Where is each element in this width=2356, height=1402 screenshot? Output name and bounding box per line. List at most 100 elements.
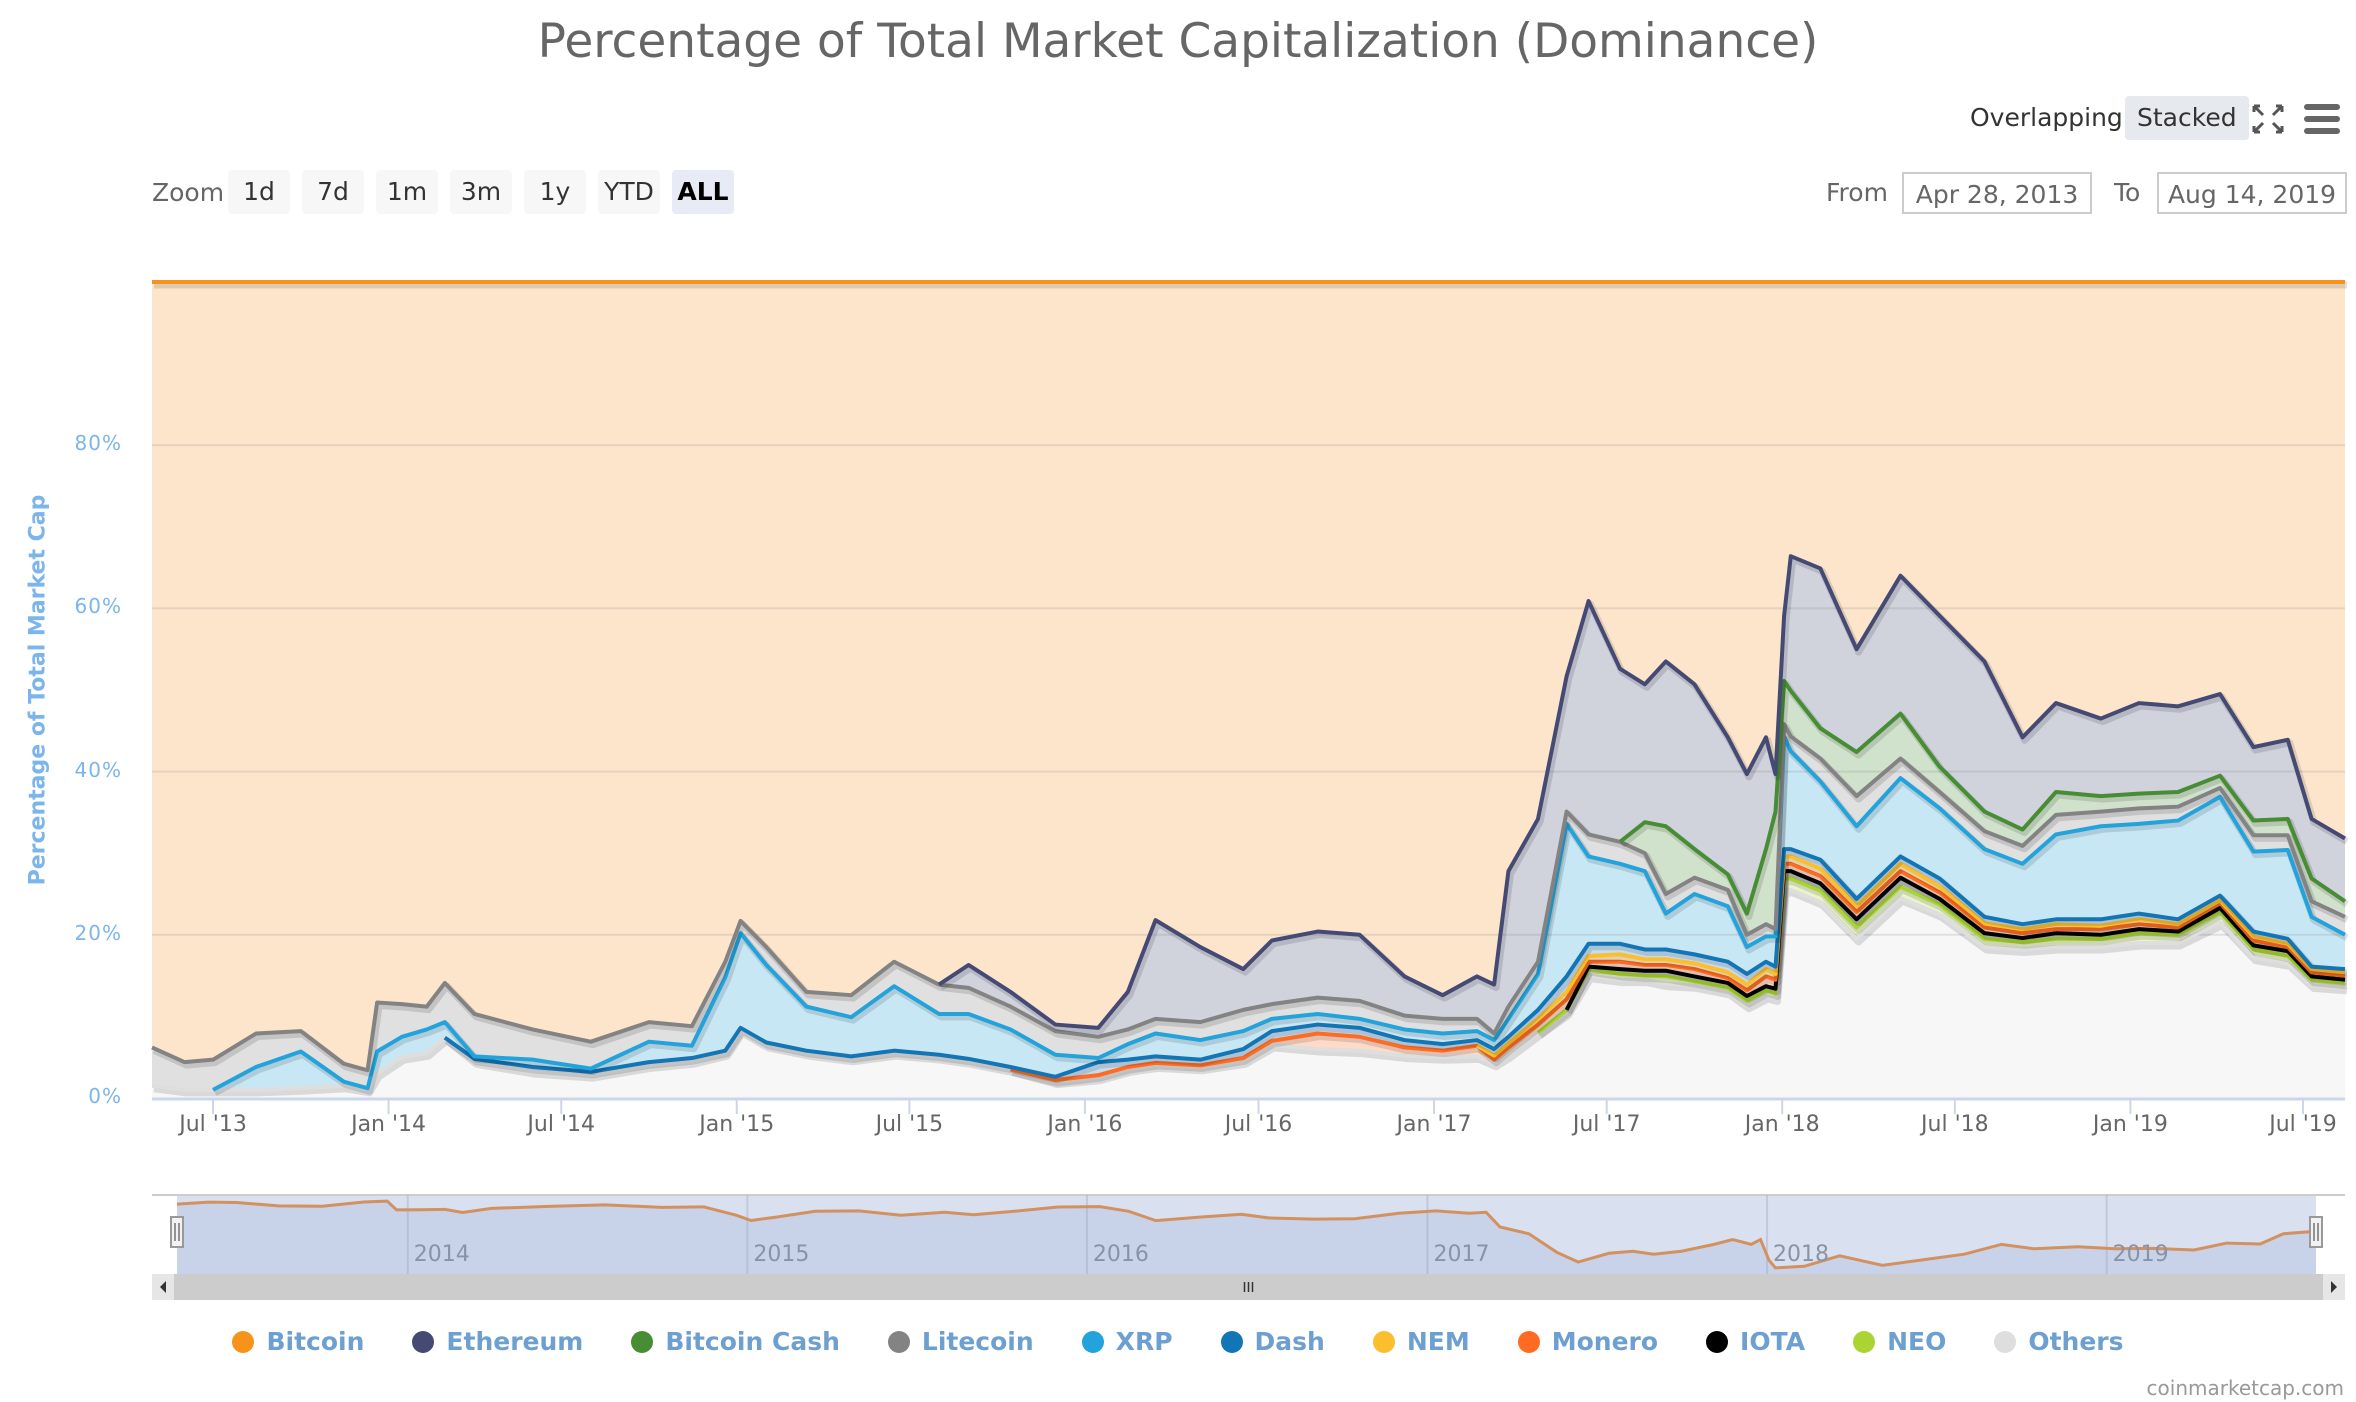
scroll-right-arrow-icon (2331, 1281, 2337, 1293)
line-shadow-dash (444, 848, 2348, 1084)
line-neo (1536, 876, 2346, 1035)
y-tick-label: 80% (74, 431, 122, 456)
area-ethereum (152, 556, 2345, 1071)
chart-title: Percentage of Total Market Capitalizatio… (537, 14, 1819, 69)
navigator-year-label: 2014 (413, 1242, 470, 1267)
line-bitcoin-cash (1618, 679, 2347, 916)
legend-label: Litecoin (921, 1327, 1034, 1356)
line-iota (1564, 869, 2346, 1011)
line-nem (1475, 854, 2346, 1058)
legend-item-others[interactable]: Others (1994, 1327, 2124, 1356)
y-tick-label: 0% (88, 1084, 122, 1108)
line-shadow-monero (1011, 863, 2348, 1087)
x-tick-label: Jul '14 (527, 1112, 596, 1137)
legend-item-monero[interactable]: Monero (1517, 1327, 1659, 1356)
legend-item-dash[interactable]: Dash (1220, 1327, 1325, 1356)
legend-item-nem[interactable]: NEM (1372, 1327, 1470, 1356)
x-tick-label: Jul '16 (1224, 1112, 1293, 1137)
x-tick-label: Jul '17 (1572, 1112, 1641, 1137)
navigator-selected-range (177, 1196, 2316, 1274)
from-label: From (1826, 178, 1888, 207)
legend-item-ethereum[interactable]: Ethereum (412, 1327, 583, 1356)
stacked-mode-button[interactable]: Stacked (2125, 96, 2249, 140)
line-monero (1010, 861, 2346, 1083)
legend-label: Monero (1551, 1327, 1659, 1356)
navigator-left-handle[interactable] (170, 1216, 184, 1248)
line-litecoin (151, 722, 2346, 1073)
legend-label: Dash (1254, 1327, 1325, 1356)
line-shadow-nem (1477, 855, 2348, 1063)
credits-link[interactable]: coinmarketcap.com (2146, 1376, 2344, 1400)
legend-item-xrp[interactable]: XRP (1081, 1327, 1173, 1356)
legend-label: IOTA (1740, 1327, 1806, 1356)
zoom-ytd-button[interactable]: YTD (598, 170, 660, 214)
overlapping-mode-button[interactable]: Overlapping (1970, 103, 2123, 132)
legend-label: Bitcoin Cash (665, 1327, 840, 1356)
line-ethereum (937, 554, 2347, 1030)
x-tick-label: Jul '19 (2269, 1112, 2337, 1137)
legend-item-bitcoin-cash[interactable]: Bitcoin Cash (631, 1327, 840, 1356)
navigator-right-handle[interactable] (2309, 1216, 2323, 1248)
legend-label: NEO (1887, 1327, 1947, 1356)
navigator-year-label: 2015 (753, 1242, 810, 1267)
legend-marker-icon (887, 1330, 910, 1353)
legend-marker-icon (1220, 1330, 1243, 1353)
area-xrp (152, 736, 2345, 1090)
zoom-1y-button[interactable]: 1y (524, 170, 586, 214)
from-date-input[interactable]: Apr 28, 2013 (1902, 172, 2092, 214)
legend-item-iota[interactable]: IOTA (1706, 1327, 1805, 1356)
fullscreen-icon (2252, 104, 2284, 134)
x-tick-label: Jul '18 (1921, 1112, 1989, 1137)
legend-item-neo[interactable]: NEO (1853, 1327, 1946, 1356)
legend-label: XRP (1115, 1327, 1173, 1356)
legend-marker-icon (1706, 1330, 1729, 1353)
navigator-series-area (177, 1201, 2316, 1274)
zoom-7d-button[interactable]: 7d (302, 170, 364, 214)
line-xrp (212, 734, 2346, 1092)
to-date-input[interactable]: Aug 14, 2019 (2157, 172, 2347, 214)
area-others (152, 889, 2345, 1098)
zoom-1m-button[interactable]: 1m (376, 170, 438, 214)
legend-marker-icon (1081, 1330, 1104, 1353)
legend-marker-icon (412, 1330, 435, 1353)
zoom-all-button[interactable]: ALL (672, 170, 734, 214)
legend-marker-icon (1517, 1330, 1540, 1353)
x-tick-label: Jul '13 (179, 1112, 247, 1137)
x-tick-label: Jan '14 (351, 1112, 427, 1137)
x-tick-label: Jan '18 (1744, 1112, 1820, 1137)
zoom-label: Zoom (152, 178, 225, 207)
legend-marker-icon (1372, 1330, 1395, 1353)
legend: Bitcoin Ethereum Bitcoin Cash Litecoin XRP Da… (0, 1327, 2356, 1356)
y-tick-label: 20% (74, 920, 122, 945)
x-tick-label: Jan '15 (699, 1112, 775, 1137)
legend-marker-icon (232, 1330, 255, 1353)
hamburger-menu-icon (2304, 104, 2340, 134)
legend-label: Others (2028, 1327, 2124, 1356)
fullscreen-button[interactable] (2248, 100, 2288, 138)
navigator-bitcoin-line (176, 1199, 2317, 1270)
line-others (151, 887, 2346, 1092)
y-tick-label: 60% (74, 594, 122, 619)
x-tick-label: Jul '15 (875, 1112, 944, 1137)
legend-item-bitcoin[interactable]: Bitcoin (232, 1327, 364, 1356)
line-shadow-iota (1565, 870, 2348, 1015)
navigator-year-label: 2017 (1433, 1242, 1490, 1267)
x-tick-label: Jan '19 (2092, 1112, 2168, 1137)
x-tick-label: Jan '17 (1396, 1112, 1472, 1137)
legend-label: Ethereum (446, 1327, 584, 1356)
handle-body (2309, 1216, 2323, 1248)
area-bitcoin (152, 282, 2345, 1071)
handle-body (170, 1216, 184, 1248)
legend-label: NEM (1406, 1327, 1470, 1356)
legend-marker-icon (1853, 1330, 1876, 1353)
x-tick-label: Jan '16 (1047, 1112, 1123, 1137)
legend-label: Bitcoin (266, 1327, 365, 1356)
line-dash (443, 847, 2346, 1079)
y-tick-label: 40% (74, 757, 122, 782)
zoom-3m-button[interactable]: 3m (450, 170, 512, 214)
zoom-1d-button[interactable]: 1d (228, 170, 290, 214)
legend-item-litecoin[interactable]: Litecoin (887, 1327, 1034, 1356)
context-menu-button[interactable] (2302, 100, 2342, 138)
navigator-year-label: 2016 (1092, 1242, 1149, 1267)
